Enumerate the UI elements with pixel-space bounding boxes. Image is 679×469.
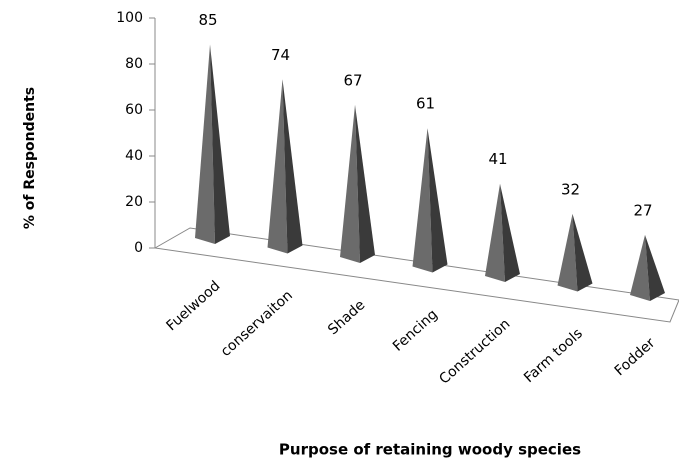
pyramid bbox=[557, 213, 593, 292]
pyramid-front-face bbox=[267, 79, 288, 254]
y-tick-label: 100 bbox=[116, 10, 143, 26]
data-label: 67 bbox=[343, 71, 362, 89]
data-label: 85 bbox=[198, 11, 217, 29]
pyramid bbox=[340, 104, 375, 264]
pyramid bbox=[412, 128, 448, 273]
pyramid bbox=[630, 234, 665, 301]
pyramid bbox=[195, 44, 230, 244]
pyramid-side-face bbox=[282, 79, 303, 254]
x-tick-label: Construction bbox=[436, 316, 513, 388]
pyramid bbox=[485, 183, 520, 282]
floor bbox=[153, 227, 679, 323]
x-tick-label: conservaiton bbox=[218, 288, 296, 360]
x-tick-label: Fodder bbox=[612, 335, 659, 379]
data-label: 27 bbox=[633, 201, 652, 219]
pyramid-side-face bbox=[210, 44, 230, 244]
y-tick-label: 0 bbox=[134, 240, 143, 256]
x-tick-label: Fuelwood bbox=[163, 278, 223, 334]
y-tick-label: 80 bbox=[125, 56, 143, 72]
data-label: 61 bbox=[416, 95, 435, 113]
y-tick-label: 60 bbox=[125, 102, 143, 118]
pyramid bbox=[267, 79, 303, 254]
y-tick-label: 20 bbox=[125, 194, 143, 210]
data-label: 74 bbox=[271, 46, 290, 64]
pyramid-front-face bbox=[630, 234, 650, 301]
x-tick-label: Farm tools bbox=[521, 326, 586, 387]
y-tick-label: 40 bbox=[125, 148, 143, 164]
pyramid-side-face bbox=[572, 213, 593, 292]
data-label: 32 bbox=[561, 180, 580, 198]
x-axis-label: Purpose of retaining woody species bbox=[279, 441, 581, 459]
pyramid-side-face bbox=[645, 234, 665, 301]
x-tick-label: Shade bbox=[325, 297, 368, 338]
pyramid-front-face bbox=[412, 128, 433, 273]
pyramid-side-face bbox=[355, 104, 375, 264]
pyramid-front-face bbox=[195, 44, 215, 244]
x-tick-label: Fencing bbox=[390, 307, 441, 355]
pyramid-front-face bbox=[485, 183, 505, 282]
y-axis-label: % of Respondents bbox=[22, 87, 38, 229]
pyramid-side-face bbox=[427, 128, 448, 273]
pyramid-front-face bbox=[340, 104, 360, 264]
pyramid-side-face bbox=[500, 183, 520, 282]
data-label: 41 bbox=[488, 150, 507, 168]
pyramid-front-face bbox=[557, 213, 578, 292]
